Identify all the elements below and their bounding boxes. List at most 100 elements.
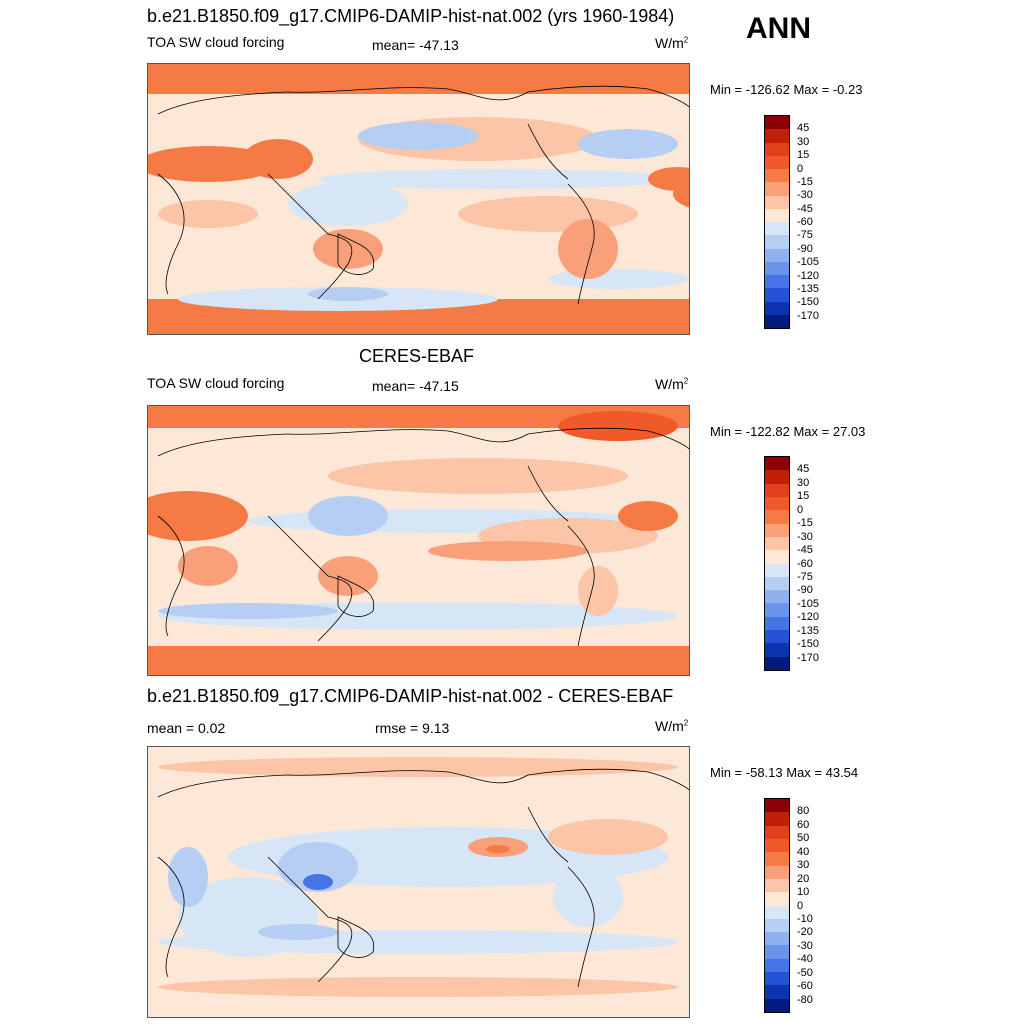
colorbar-tick-label: 45	[797, 122, 810, 135]
colorbar-swatch	[765, 182, 789, 196]
colorbar-tick-label: 45	[797, 463, 810, 476]
colorbar-tick-label: -105	[797, 256, 820, 269]
colorbar-tick-label: -80	[797, 993, 813, 1006]
colorbar-tick-label: 50	[797, 832, 810, 845]
global-map	[147, 746, 690, 1018]
colorbar-tick-label: -75	[797, 229, 813, 242]
panel-title: b.e21.B1850.f09_g17.CMIP6-DAMIP-hist-nat…	[147, 6, 675, 26]
colorbar-swatch	[765, 972, 789, 986]
variable-label: TOA SW cloud forcing	[147, 34, 285, 50]
map-field	[148, 64, 689, 334]
colorbar-swatch	[765, 616, 789, 631]
colorbar-tick-label: 30	[797, 135, 810, 148]
colorbar-tick-label: -30	[797, 939, 813, 952]
colorbar-swatch	[765, 998, 789, 1012]
colorbar-swatch	[765, 235, 789, 249]
colorbar-swatch	[765, 261, 789, 275]
colorbar-swatch	[765, 510, 789, 524]
colorbar-tick-label: 30	[797, 476, 810, 489]
colorbar-tick-label: -40	[797, 953, 813, 966]
units-label: W/m2	[655, 718, 689, 734]
colorbar-swatch	[765, 275, 789, 289]
colorbar-tick-label: 40	[797, 845, 810, 858]
colorbar-swatch	[765, 576, 789, 591]
colorbar-swatch	[765, 536, 789, 551]
min-max-label: Min = -122.82 Max = 27.03	[710, 424, 866, 439]
colorbar-swatch	[765, 129, 789, 143]
units-label: W/m2	[655, 35, 689, 51]
colorbar-swatch	[765, 142, 789, 156]
colorbar-tick-label: -105	[797, 597, 820, 610]
colorbar	[764, 798, 790, 1013]
colorbar-swatch	[765, 314, 789, 328]
colorbar-swatch	[765, 550, 789, 564]
colorbar-swatch	[765, 799, 789, 813]
mean-label: mean= -47.15	[372, 378, 459, 394]
colorbar-swatch	[765, 563, 789, 577]
colorbar-swatch	[765, 523, 789, 537]
colorbar	[764, 115, 790, 329]
colorbar-swatch	[765, 985, 789, 999]
colorbar-tick-label: -75	[797, 570, 813, 583]
colorbar-swatch	[765, 865, 789, 879]
colorbar-tick-label: -90	[797, 584, 813, 597]
colorbar-tick-label: 0	[797, 899, 804, 912]
colorbar-tick-label: -135	[797, 282, 820, 295]
colorbar-tick-label: 0	[797, 503, 804, 516]
colorbar-swatch	[765, 222, 789, 236]
colorbar-swatch	[765, 496, 789, 511]
colorbar-tick-label: 15	[797, 149, 810, 162]
min-max-label: Min = -58.13 Max = 43.54	[710, 765, 859, 780]
colorbar-swatch	[765, 630, 789, 644]
colorbar-swatch	[765, 852, 789, 866]
colorbar	[764, 456, 790, 671]
colorbar-swatch	[765, 208, 789, 222]
colorbar-swatch	[765, 155, 789, 169]
units-label: W/m2	[655, 376, 689, 392]
colorbar-tick-label: 30	[797, 859, 810, 872]
colorbar-tick-label: -120	[797, 269, 820, 282]
colorbar-tick-label: -50	[797, 966, 813, 979]
colorbar-swatch	[765, 470, 789, 484]
map-field	[148, 406, 689, 675]
colorbar-tick-label: -60	[797, 980, 813, 993]
colorbar-swatch	[765, 905, 789, 919]
colorbar-tick-label: 0	[797, 162, 804, 175]
colorbar-tick-label: -45	[797, 202, 813, 215]
colorbar-swatch	[765, 590, 789, 604]
global-map	[147, 405, 690, 676]
colorbar-swatch	[765, 932, 789, 946]
colorbar-tick-label: 10	[797, 886, 810, 899]
colorbar-tick-label: 20	[797, 872, 810, 885]
map-field	[148, 747, 689, 1017]
colorbar-tick-label: -10	[797, 912, 813, 925]
season-label: ANN	[746, 12, 811, 45]
colorbar-tick-label: -150	[797, 638, 820, 651]
colorbar-swatch	[765, 288, 789, 302]
colorbar-tick-label: -170	[797, 309, 820, 322]
colorbar-swatch	[765, 656, 789, 670]
colorbar-swatch	[765, 918, 789, 933]
colorbar-swatch	[765, 945, 789, 959]
panel-title: b.e21.B1850.f09_g17.CMIP6-DAMIP-hist-nat…	[147, 686, 674, 706]
colorbar-tick-label: -60	[797, 557, 813, 570]
colorbar-tick-label: 15	[797, 490, 810, 503]
colorbar-swatch	[765, 483, 789, 497]
colorbar-tick-label: -30	[797, 189, 813, 202]
mean-label: mean= -47.13	[372, 37, 459, 53]
colorbar-swatch	[765, 892, 789, 906]
colorbar-tick-label: -120	[797, 611, 820, 624]
colorbar-tick-label: -90	[797, 242, 813, 255]
colorbar-tick-label: 80	[797, 805, 810, 818]
colorbar-swatch	[765, 958, 789, 973]
panel-title: CERES-EBAF	[359, 346, 475, 366]
colorbar-swatch	[765, 603, 789, 617]
colorbar-tick-label: -60	[797, 216, 813, 228]
colorbar-tick-label: -135	[797, 624, 820, 637]
colorbar-swatch	[765, 169, 789, 183]
colorbar-swatch	[765, 301, 789, 315]
variable-label: TOA SW cloud forcing	[147, 375, 285, 391]
colorbar-swatch	[765, 457, 789, 471]
colorbar-swatch	[765, 643, 789, 657]
colorbar-swatch	[765, 812, 789, 826]
